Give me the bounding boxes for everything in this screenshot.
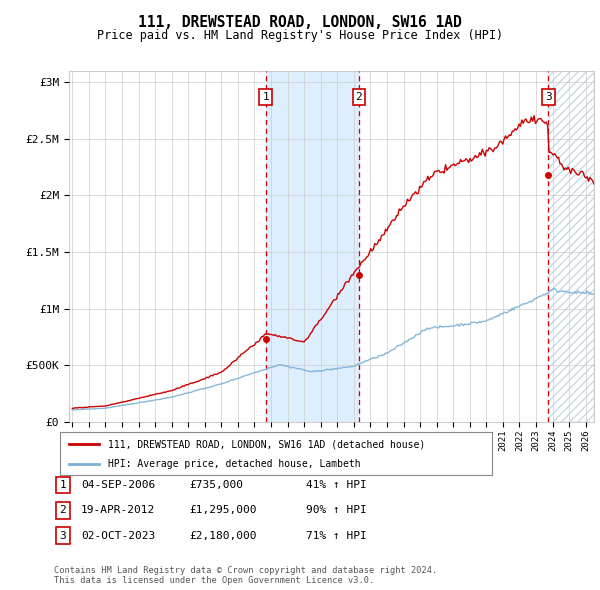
Text: 2: 2 [355, 92, 362, 102]
Text: 19-APR-2012: 19-APR-2012 [81, 506, 155, 515]
Bar [548, 71, 594, 422]
Text: 111, DREWSTEAD ROAD, LONDON, SW16 1AD: 111, DREWSTEAD ROAD, LONDON, SW16 1AD [138, 15, 462, 30]
Text: 2: 2 [59, 506, 67, 515]
Text: 71% ↑ HPI: 71% ↑ HPI [306, 531, 367, 540]
Text: 111, DREWSTEAD ROAD, LONDON, SW16 1AD (detached house): 111, DREWSTEAD ROAD, LONDON, SW16 1AD (d… [107, 440, 425, 450]
Bar [548, 71, 594, 422]
Text: HPI: Average price, detached house, Lambeth: HPI: Average price, detached house, Lamb… [107, 459, 360, 469]
Text: 41% ↑ HPI: 41% ↑ HPI [306, 480, 367, 490]
Text: Contains HM Land Registry data © Crown copyright and database right 2024.
This d: Contains HM Land Registry data © Crown c… [54, 566, 437, 585]
Text: 02-OCT-2023: 02-OCT-2023 [81, 531, 155, 540]
Bar [266, 71, 359, 422]
Text: 1: 1 [262, 92, 269, 102]
Text: £735,000: £735,000 [189, 480, 243, 490]
Text: 90% ↑ HPI: 90% ↑ HPI [306, 506, 367, 515]
Text: 04-SEP-2006: 04-SEP-2006 [81, 480, 155, 490]
Text: £2,180,000: £2,180,000 [189, 531, 257, 540]
Text: 3: 3 [59, 531, 67, 540]
Text: £1,295,000: £1,295,000 [189, 506, 257, 515]
Text: Price paid vs. HM Land Registry's House Price Index (HPI): Price paid vs. HM Land Registry's House … [97, 30, 503, 42]
Text: 1: 1 [59, 480, 67, 490]
Text: 3: 3 [545, 92, 552, 102]
